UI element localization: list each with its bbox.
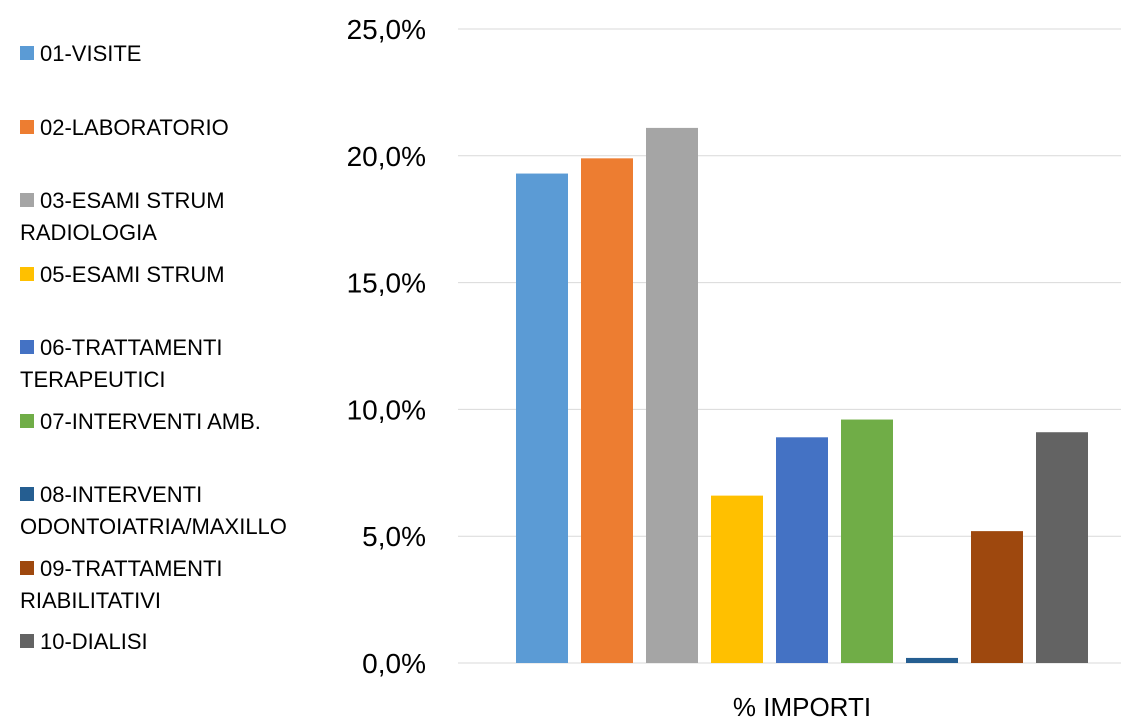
y-tick-label: 25,0%	[347, 14, 426, 45]
legend-item: 10-DIALISI	[20, 626, 330, 658]
legend-label: 05-ESAMI STRUM	[40, 261, 225, 287]
legend-label: 08-INTERVENTI ODONTOIATRIA/MAXILLO	[20, 482, 287, 539]
legend-swatch	[20, 487, 34, 501]
legend-item: 09-TRATTAMENTI RIABILITATIVI	[20, 553, 330, 617]
legend-item: 06-TRATTAMENTI TERAPEUTICI	[20, 332, 330, 396]
bar	[776, 437, 828, 663]
legend-label: 07-INTERVENTI AMB.	[40, 408, 261, 434]
legend-label: 01-VISITE	[40, 41, 142, 66]
legend-item: 07-INTERVENTI AMB.	[20, 406, 330, 438]
bar	[841, 419, 893, 663]
legend-label: 03-ESAMI STRUM RADIOLOGIA	[20, 188, 225, 245]
bar	[711, 495, 763, 663]
legend-swatch	[20, 193, 34, 207]
bar	[581, 158, 633, 663]
bar	[646, 127, 698, 664]
legend-swatch	[20, 413, 34, 428]
legend-item: 01-VISITE	[20, 38, 330, 70]
legend-label: 09-TRATTAMENTI RIABILITATIVI	[20, 555, 223, 613]
x-tick-label: % IMPORTI	[733, 692, 871, 722]
legend-swatch	[20, 46, 34, 60]
legend-swatch	[20, 119, 34, 134]
bar	[971, 531, 1023, 663]
legend-swatch	[20, 266, 34, 281]
legend-label: 06-TRATTAMENTI TERAPEUTICI	[20, 335, 223, 392]
bar	[1036, 432, 1088, 663]
y-tick-label: 10,0%	[347, 394, 426, 425]
bar	[906, 657, 958, 663]
y-tick-label: 5,0%	[362, 521, 426, 552]
bar	[516, 173, 568, 663]
legend-label: 10-DIALISI	[40, 629, 148, 654]
y-tick-label: 20,0%	[347, 141, 426, 172]
legend-swatch	[20, 340, 34, 354]
y-tick-label: 15,0%	[347, 268, 426, 299]
legend-swatch	[20, 560, 34, 575]
legend-item: 02-LABORATORIO	[20, 112, 330, 144]
y-tick-label: 0,0%	[362, 648, 426, 679]
legend-label: 02-LABORATORIO	[40, 114, 229, 140]
legend-item: 03-ESAMI STRUM RADIOLOGIA	[20, 185, 330, 249]
legend-swatch	[20, 634, 34, 648]
legend-item: 08-INTERVENTI ODONTOIATRIA/MAXILLO	[20, 479, 330, 543]
legend-item: 05-ESAMI STRUM	[20, 259, 330, 291]
